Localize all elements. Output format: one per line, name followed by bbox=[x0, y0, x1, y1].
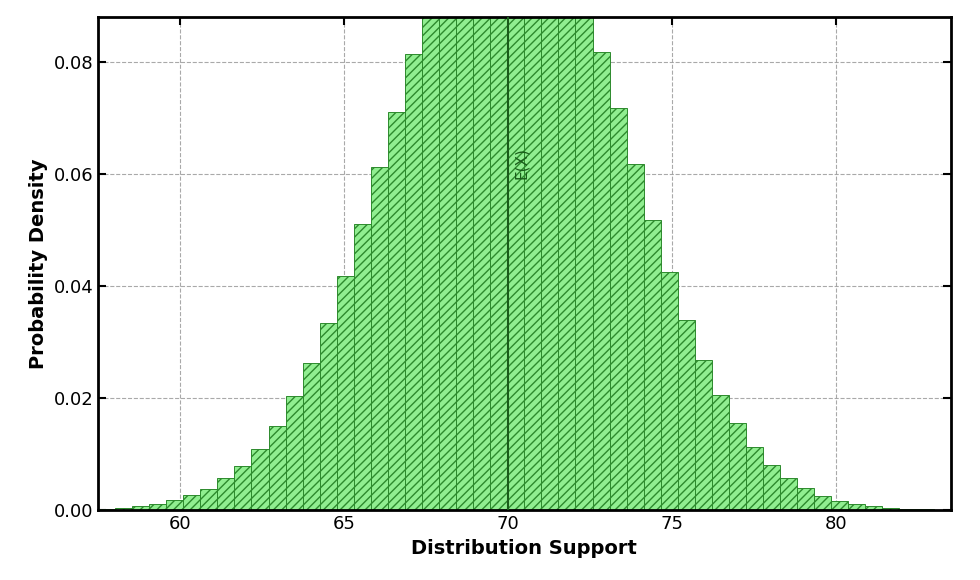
Bar bbox=[337, 276, 354, 510]
Bar bbox=[678, 320, 695, 510]
Y-axis label: Probability Density: Probability Density bbox=[28, 159, 48, 369]
Bar bbox=[149, 504, 167, 510]
Bar bbox=[252, 448, 269, 510]
Bar bbox=[388, 112, 405, 510]
Bar bbox=[439, 0, 456, 510]
Bar bbox=[167, 500, 183, 510]
Bar bbox=[746, 447, 763, 510]
Bar bbox=[661, 272, 678, 510]
Bar bbox=[814, 495, 831, 510]
Bar bbox=[763, 465, 780, 510]
Bar bbox=[626, 164, 644, 510]
Bar bbox=[644, 220, 661, 510]
Bar bbox=[729, 423, 746, 510]
Bar bbox=[422, 1, 439, 510]
Bar bbox=[234, 466, 252, 510]
Bar bbox=[916, 509, 934, 510]
Bar bbox=[218, 478, 234, 510]
Bar bbox=[559, 0, 575, 510]
Bar bbox=[780, 478, 797, 510]
Bar bbox=[831, 501, 849, 510]
Bar bbox=[610, 108, 626, 510]
Text: E(X): E(X) bbox=[514, 147, 529, 179]
Bar bbox=[473, 0, 490, 510]
Bar bbox=[183, 495, 200, 510]
Bar bbox=[865, 506, 882, 510]
Bar bbox=[354, 224, 370, 510]
Bar bbox=[98, 509, 115, 510]
Bar bbox=[370, 166, 388, 510]
Bar bbox=[456, 0, 473, 510]
Bar bbox=[849, 504, 865, 510]
Bar bbox=[524, 0, 541, 510]
Bar bbox=[797, 488, 814, 510]
Bar bbox=[900, 509, 916, 510]
Bar bbox=[490, 0, 508, 510]
Bar bbox=[541, 0, 559, 510]
X-axis label: Distribution Support: Distribution Support bbox=[412, 539, 637, 558]
Bar bbox=[593, 52, 610, 510]
Bar bbox=[132, 506, 149, 510]
Bar bbox=[303, 363, 319, 510]
Bar bbox=[200, 489, 218, 510]
Bar bbox=[882, 508, 900, 510]
Bar bbox=[405, 54, 422, 510]
Bar bbox=[319, 323, 337, 510]
Bar bbox=[575, 0, 593, 510]
Bar bbox=[508, 0, 524, 510]
Bar bbox=[285, 396, 303, 510]
Bar bbox=[115, 508, 132, 510]
Bar bbox=[695, 360, 711, 510]
Bar bbox=[269, 426, 285, 510]
Bar bbox=[711, 395, 729, 510]
